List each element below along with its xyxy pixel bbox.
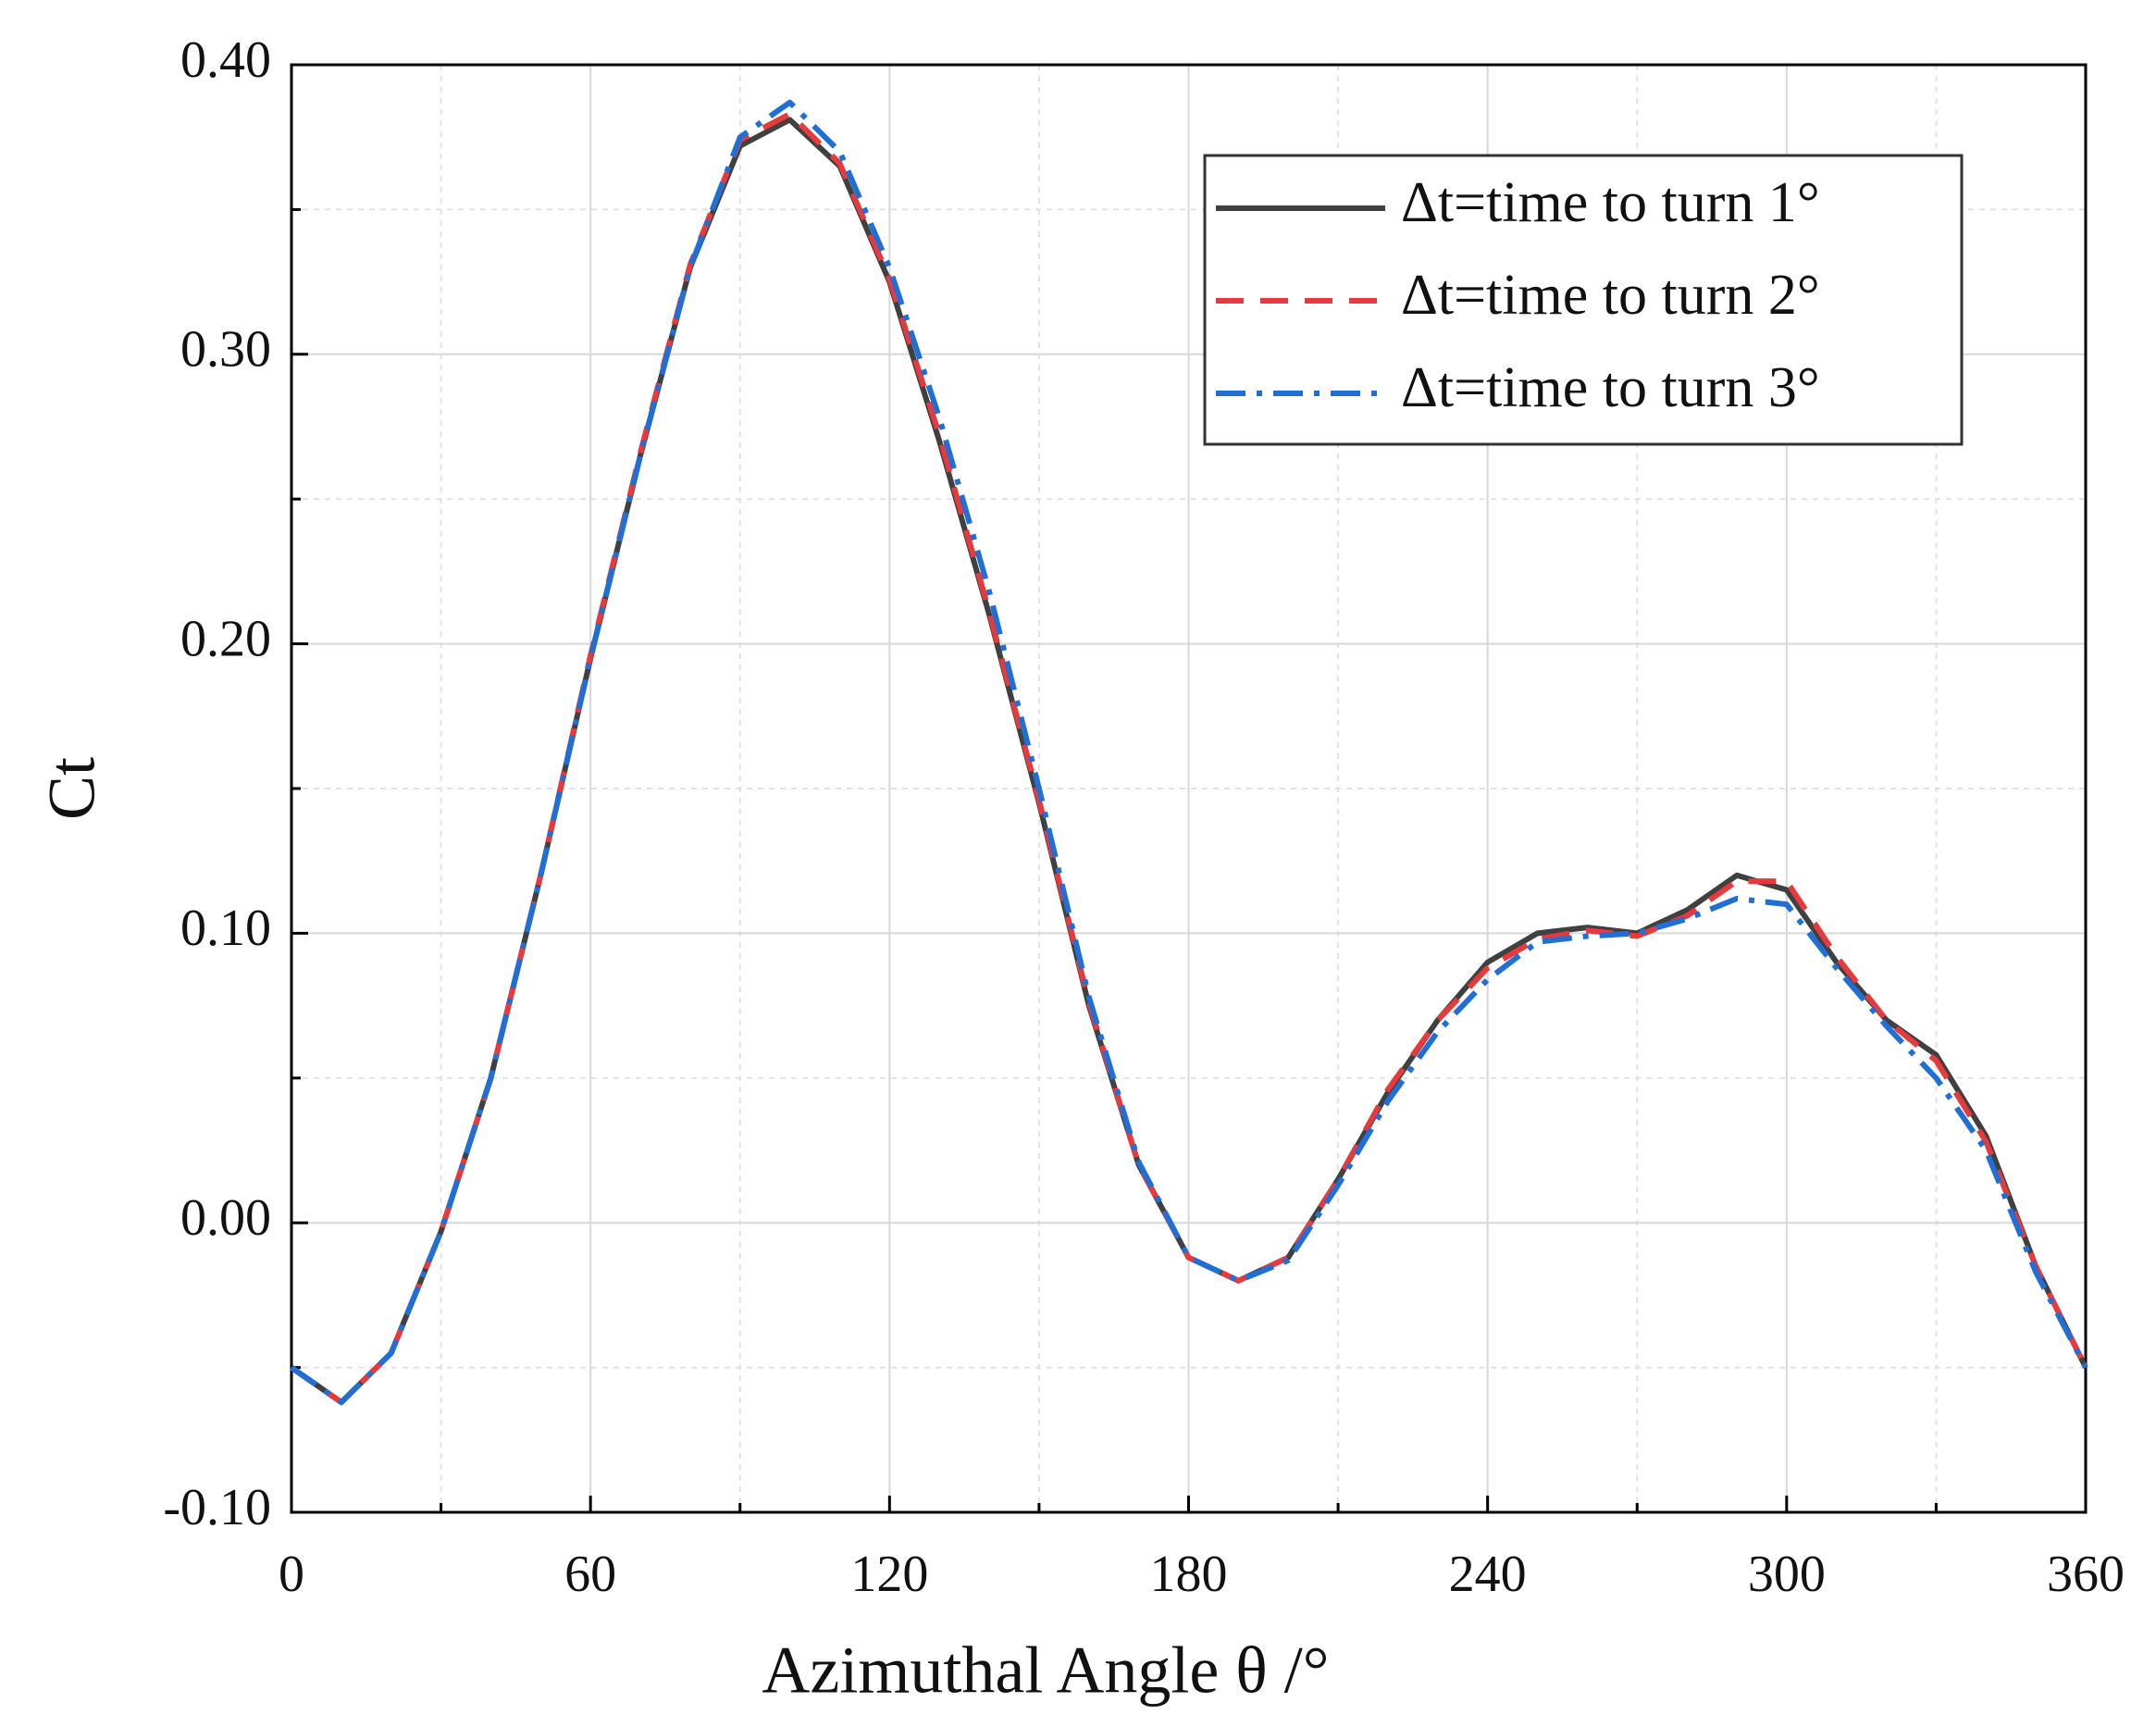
plot-frame [290, 63, 2088, 1514]
y-tick-label: 0.40 [180, 31, 271, 89]
legend-label: Δt=time to turn 1° [1401, 171, 1820, 234]
x-tick-label: 300 [1748, 1546, 1826, 1603]
y-tick-label: 0.00 [180, 1189, 271, 1247]
x-tick-label: 180 [1150, 1546, 1228, 1603]
series-line [290, 111, 2088, 1406]
legend-label: Δt=time to turn 2° [1401, 264, 1820, 327]
y-tick-label: 0.30 [180, 321, 271, 379]
y-tick-label: 0.10 [180, 900, 271, 957]
x-tick-label: 60 [564, 1546, 616, 1603]
x-tick-label: 360 [2047, 1546, 2125, 1603]
series-line [290, 99, 2088, 1406]
y-tick-label: -0.10 [163, 1479, 271, 1536]
y-axis-title: Ct [35, 757, 109, 820]
y-tick-label: 0.20 [180, 610, 271, 667]
x-tick-label: 120 [850, 1546, 928, 1603]
x-axis-title: Azimuthal Angle θ /° [762, 1634, 1329, 1708]
legend-label: Δt=time to turn 3° [1401, 356, 1820, 419]
x-tick-label: 240 [1449, 1546, 1527, 1603]
x-tick-label: 0 [279, 1546, 304, 1603]
